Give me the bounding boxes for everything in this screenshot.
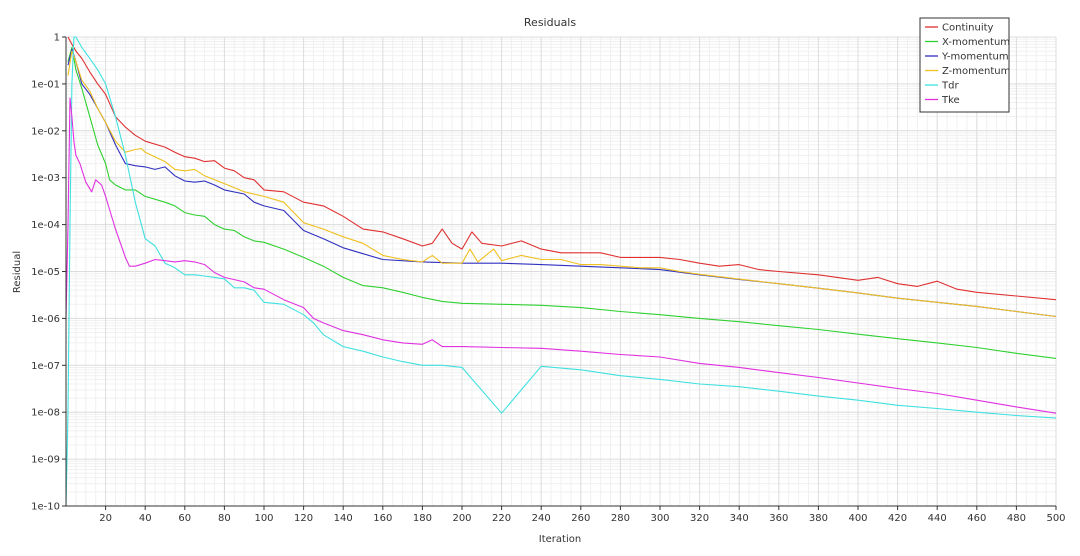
legend-label-z-momentum: Z-momentum: [942, 66, 1010, 77]
x-tick-label: 160: [373, 513, 392, 524]
x-tick-label: 360: [769, 513, 788, 524]
x-tick-label: 400: [848, 513, 867, 524]
x-tick-label: 80: [218, 513, 231, 524]
x-tick-label: 380: [809, 513, 828, 524]
y-tick-label: 1e-08: [31, 408, 60, 419]
y-tick-label: 1e-09: [31, 455, 60, 466]
y-tick-label: 1e-01: [31, 79, 60, 90]
x-tick-label: 440: [928, 513, 947, 524]
y-tick-label: 1e-02: [31, 126, 60, 137]
series-line-tdr: [65, 36, 1057, 507]
x-tick-label: 60: [178, 513, 191, 524]
series-line-continuity: [67, 36, 1057, 301]
series-line-z-momentum: [67, 50, 1057, 318]
x-tick-label: 200: [452, 513, 471, 524]
legend-box: [919, 17, 1010, 113]
legend: Continuity X-momentum Y-momentum Z-momentum…: [919, 17, 1010, 113]
x-axis-title: Iteration: [539, 534, 581, 545]
x-tick-label: 280: [611, 513, 630, 524]
y-tick-label: 1e-04: [31, 220, 60, 231]
x-tick-label: 140: [334, 513, 353, 524]
x-tick-label: 320: [690, 513, 709, 524]
x-tick-label: 460: [967, 513, 986, 524]
y-tick-label: 1e-03: [31, 173, 60, 184]
x-tick-label: 40: [139, 513, 152, 524]
x-tick-label: 100: [254, 513, 273, 524]
chart-title: Residuals: [524, 16, 576, 29]
x-tick-label: 180: [413, 513, 432, 524]
y-tick-label: 1e-05: [31, 267, 60, 278]
x-tick-label: 480: [1007, 513, 1026, 524]
y-axis-title: Residual: [12, 251, 23, 293]
y-tick-label: 1e-07: [31, 361, 60, 372]
legend-label-tdr: Tdr: [941, 81, 959, 92]
legend-label-continuity: Continuity: [942, 23, 994, 34]
x-tick-label: 220: [492, 513, 511, 524]
grid: [66, 36, 1057, 507]
axes: 20 40 60 80 100 120 140 160 180 200 220 240 260 280 30…: [31, 33, 1065, 525]
series-lines: [65, 36, 1057, 507]
legend-label-y-momentum: Y-momentum: [941, 52, 1009, 63]
legend-label-tke: Tke: [941, 95, 960, 106]
series-line-tke: [65, 97, 1057, 414]
x-tick-label: 120: [294, 513, 313, 524]
x-tick-label: 260: [571, 513, 590, 524]
x-tick-label: 420: [888, 513, 907, 524]
x-tick-label: 500: [1046, 513, 1065, 524]
x-tick-label: 340: [730, 513, 749, 524]
y-tick-label: 1e-06: [31, 314, 60, 325]
x-tick-label: 20: [99, 513, 112, 524]
legend-label-x-momentum: X-momentum: [942, 37, 1010, 48]
x-tick-label: 240: [532, 513, 551, 524]
series-line-x-momentum: [67, 46, 1057, 359]
x-tick-label: 300: [650, 513, 669, 524]
y-tick-label: 1e-10: [31, 502, 60, 513]
y-tick-label: 1: [54, 33, 60, 44]
